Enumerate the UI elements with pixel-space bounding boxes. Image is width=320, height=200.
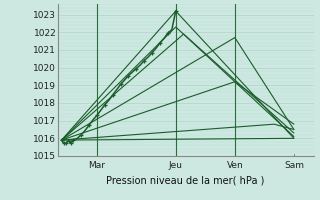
Text: Mar: Mar xyxy=(89,161,106,170)
Text: Sam: Sam xyxy=(284,161,304,170)
X-axis label: Pression niveau de la mer( hPa ): Pression niveau de la mer( hPa ) xyxy=(107,175,265,185)
Text: Ven: Ven xyxy=(227,161,243,170)
Text: Jeu: Jeu xyxy=(169,161,183,170)
